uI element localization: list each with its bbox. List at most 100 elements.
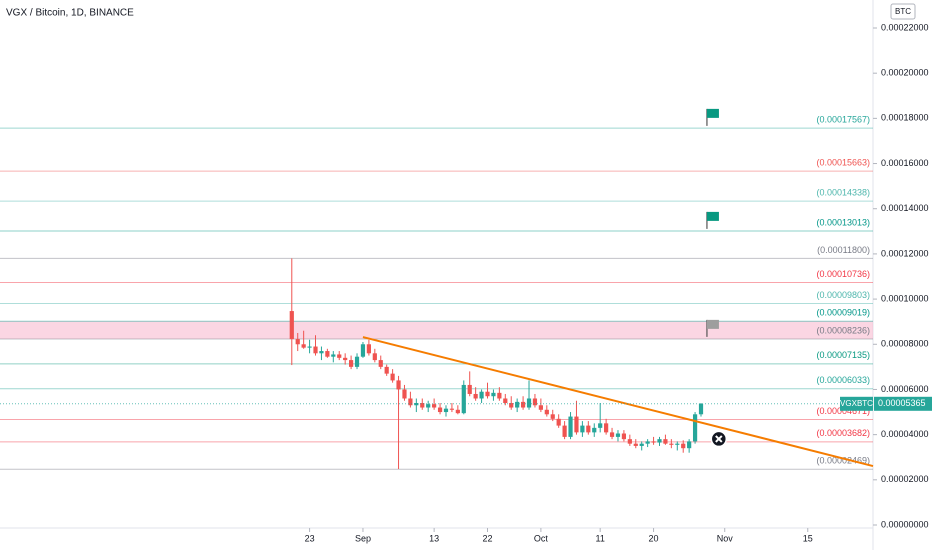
candle-body [307,346,312,348]
candle-body [396,380,401,390]
candle-body [313,346,318,354]
candle-body [390,373,395,381]
candle-body [473,393,478,399]
candle-body [503,398,508,404]
candle-body [295,339,300,345]
flag [706,319,719,329]
candle-body [520,401,526,408]
candle-body [615,433,621,437]
candle-body [651,441,656,443]
candle-body [509,403,514,408]
currency-box[interactable] [890,3,916,20]
candle-body [479,391,484,399]
candle-body [675,443,680,445]
candle-body [360,344,366,357]
y-tick-label: 0.00002000 [881,474,929,484]
candle-body [420,403,425,408]
candle-body [408,398,413,406]
candle-body [574,416,579,433]
candle-body [633,443,638,446]
candle-body [639,443,644,446]
candle-body [544,409,549,415]
candle-body [598,423,603,428]
candle-body [354,356,360,367]
candle-body [604,423,609,433]
candle-body [669,443,674,445]
candle-body [402,389,407,399]
candle-body [301,344,306,348]
y-tick-label: 0.00008000 [881,339,929,349]
x-tick-label: 22 [482,533,492,543]
level-label: (0.00007135) [816,350,870,360]
y-tick-label: 0.00010000 [881,293,929,303]
candle-body [645,441,650,444]
candle-body [467,384,472,394]
candle-body [426,404,431,408]
symbol-tag [840,396,873,411]
candle-body [538,405,543,410]
chart-title: VGX / Bitcoin, 1D, BINANCE [6,8,134,19]
exit-cross [715,435,723,443]
x-tick-label: 20 [649,533,659,543]
candle-body [455,409,460,414]
last-price-label: 0.00005365 [878,398,926,408]
candle-body [681,443,686,449]
candle-body [443,408,449,413]
candle-body [609,432,615,437]
level-label: (0.00003682) [816,428,870,438]
level-label: (0.00009019) [816,308,870,318]
y-tick-label: 0.00018000 [881,113,929,123]
candle-body [663,439,668,444]
trendline [362,336,874,468]
candle-body [432,404,437,408]
candle-body [449,408,455,410]
level-label: (0.00011800) [817,245,870,255]
candle-body [627,439,632,444]
candle-body [621,433,627,440]
candle-body [366,344,371,354]
candle-body [687,441,692,449]
candle-body [698,403,704,415]
candle-body [485,391,490,397]
candle-body [550,414,555,419]
candle-body [319,351,324,354]
level-label: (0.00009803) [816,290,870,300]
candle-body [592,427,597,433]
candle-body [515,401,520,408]
candle-body [562,425,567,437]
candle-body [437,407,443,413]
candle-body [556,418,561,426]
level-label: (0.00015663) [816,158,870,168]
candle-body [325,351,330,357]
candle-body [343,357,348,361]
candle-body [586,425,591,433]
candle-body [657,439,662,443]
y-tick-label: 0.00004000 [881,429,929,439]
y-tick-label: 0.00006000 [881,384,929,394]
candle-body [348,360,354,367]
symbol-label: VGXBTC [840,399,873,408]
level-label: (0.00004671) [816,406,870,416]
y-tick-label: 0.00020000 [881,68,929,78]
y-tick-label: 0.00014000 [881,203,929,213]
last-price-tag [874,396,932,411]
candle-body [692,414,698,442]
x-tick-label: 15 [803,533,813,543]
x-tick-label: Nov [717,533,734,543]
candle-body [532,398,538,406]
candle-body [461,384,466,414]
x-tick-label: 23 [305,533,315,543]
level-label: (0.00008236) [816,325,870,335]
candle-body [414,403,419,406]
candle-body [337,354,342,358]
x-tick-label: Oct [534,533,549,543]
level-label: (0.00013013) [816,217,870,227]
level-label: (0.00010736) [816,269,870,279]
candle-body [372,353,377,361]
candle-body [526,398,532,408]
y-tick-label: 0.00022000 [881,22,929,32]
flag [706,211,719,221]
flag [706,108,719,118]
